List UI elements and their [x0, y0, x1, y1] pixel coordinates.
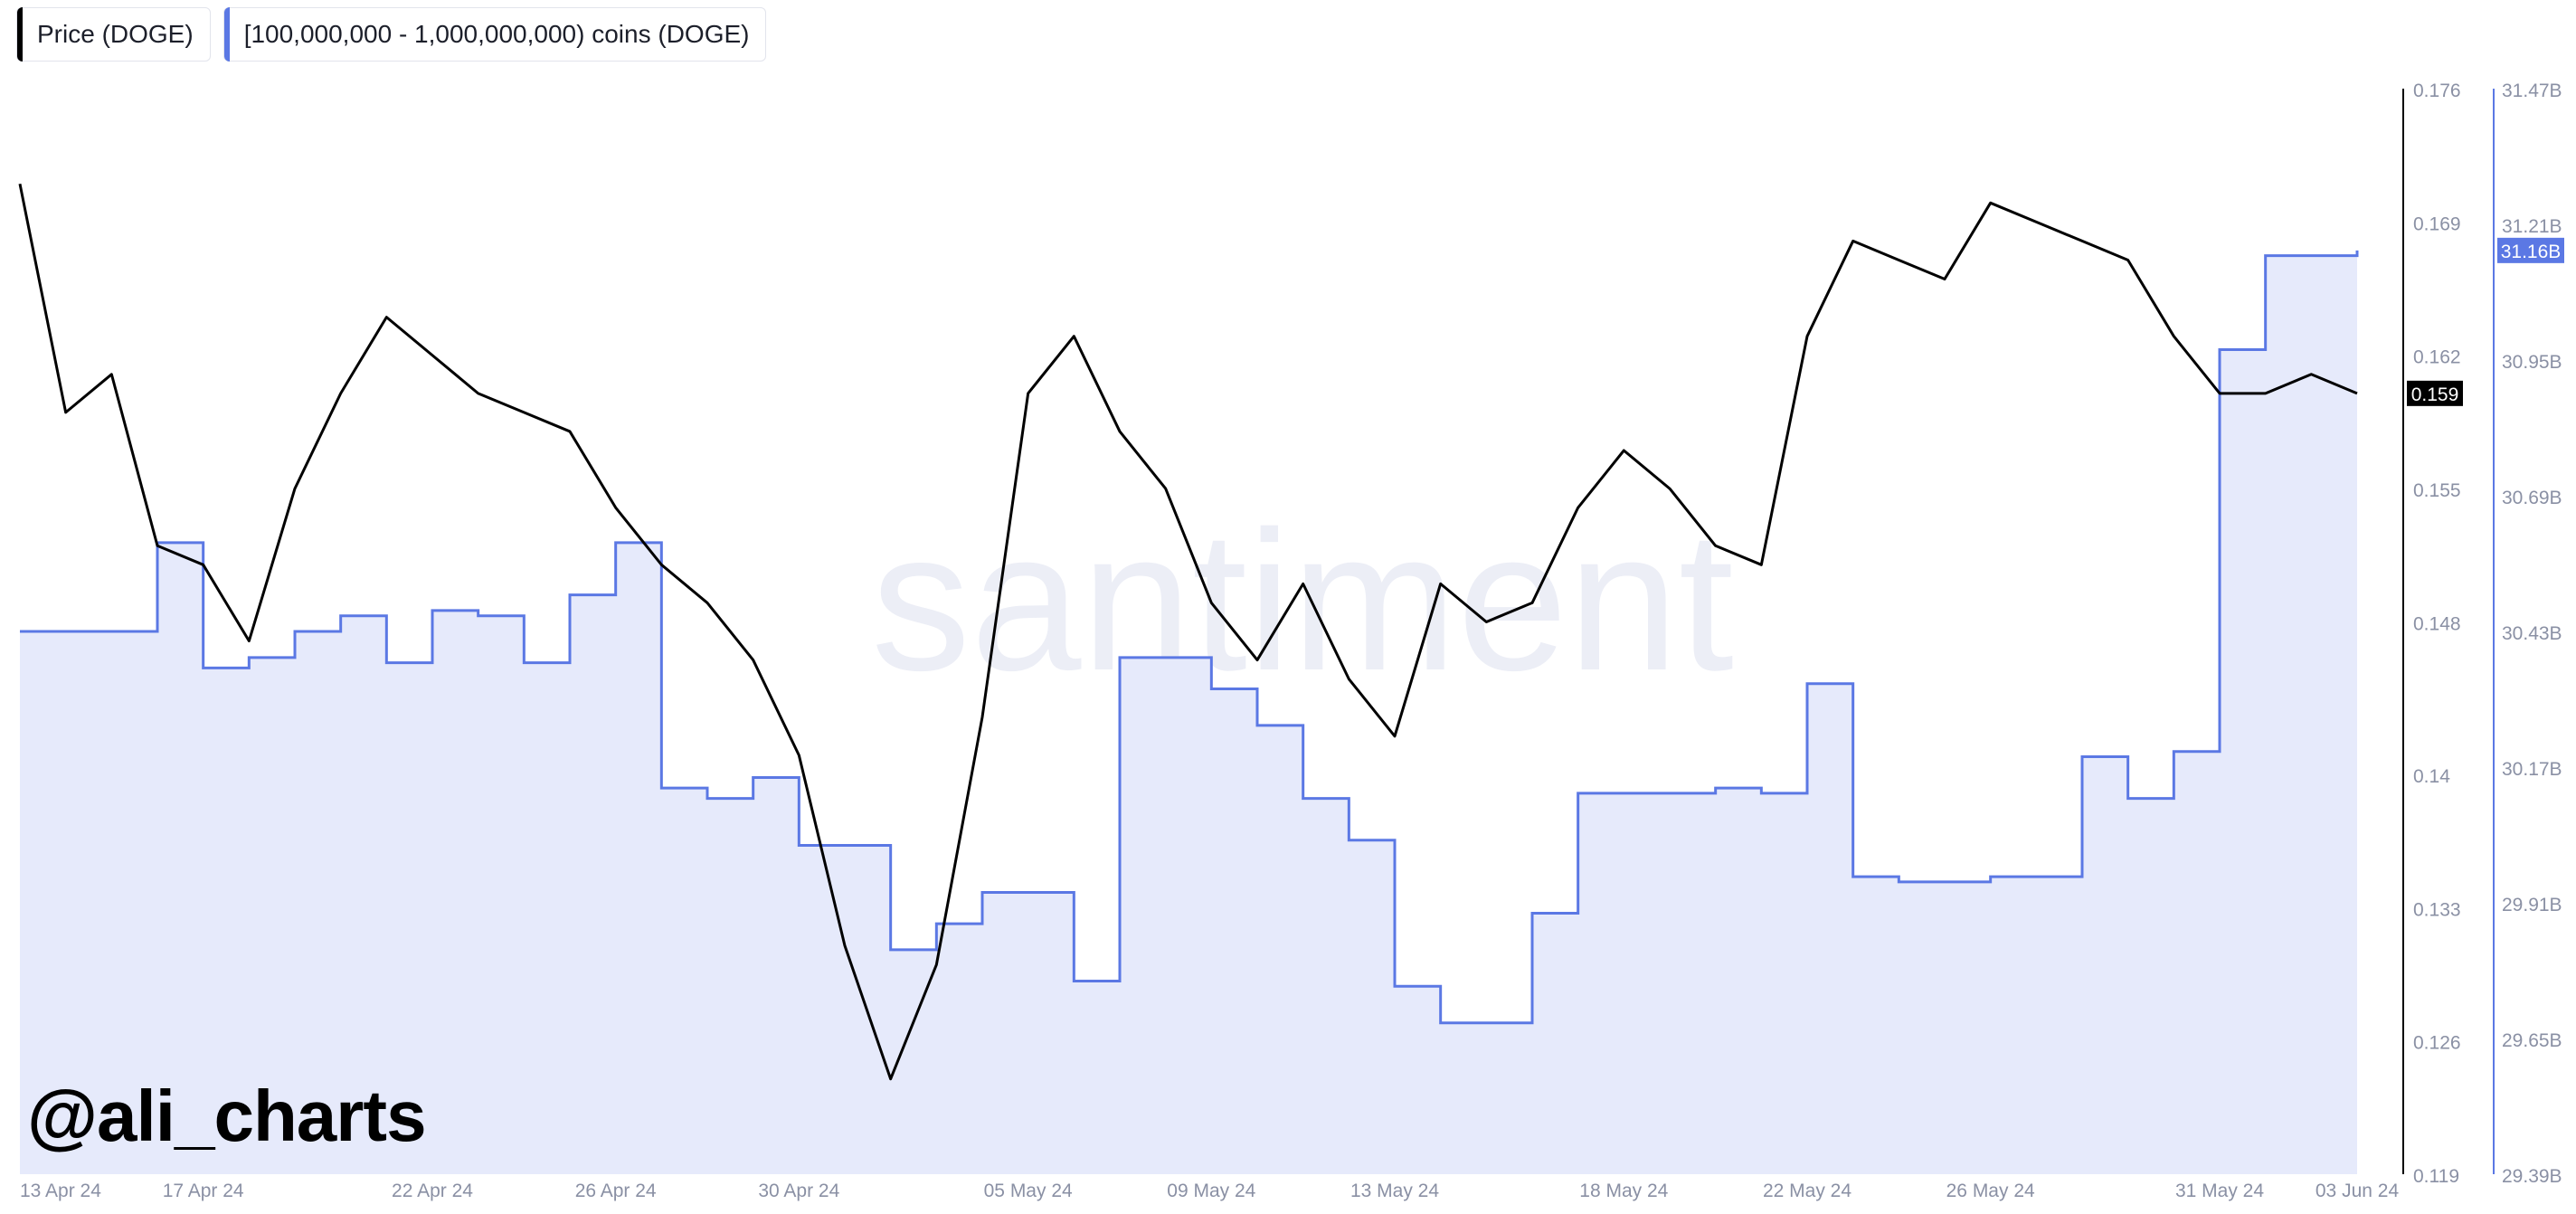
- price-tick-label: 0.119: [2413, 1166, 2459, 1187]
- price-tick-label: 0.169: [2413, 213, 2461, 234]
- holdings-tick-label: 31.47B: [2502, 81, 2562, 101]
- author-handle: @ali_charts: [27, 1076, 427, 1156]
- holdings-tick-label: 30.95B: [2502, 352, 2562, 373]
- holdings-tick-label: 30.69B: [2502, 488, 2562, 508]
- x-axis-ticks: 13 Apr 24 17 Apr 24 22 Apr 24 26 Apr 24 30 A…: [20, 1181, 2399, 1201]
- holdings-tick-label: 29.39B: [2502, 1166, 2562, 1187]
- price-tick-label: 0.126: [2413, 1033, 2461, 1054]
- price-tick-label: 0.155: [2413, 480, 2461, 501]
- x-tick-label: 26 Apr 24: [575, 1181, 657, 1201]
- holdings-tick-label: 30.17B: [2502, 759, 2562, 780]
- legend-swatch-holdings: [223, 7, 230, 62]
- price-series: [18, 183, 2358, 1081]
- holdings-tick-label: 31.21B: [2502, 216, 2562, 237]
- legend-item-price[interactable]: Price (DOGE): [16, 7, 211, 62]
- x-tick-label: 03 Jun 24: [2316, 1181, 2400, 1201]
- x-tick-label: 30 Apr 24: [758, 1181, 839, 1201]
- price-tick-label: 0.176: [2413, 81, 2461, 101]
- holdings-area: [20, 250, 2357, 1174]
- x-tick-label: 13 May 24: [1350, 1181, 1439, 1201]
- holdings-tick-label: 29.65B: [2502, 1030, 2562, 1051]
- price-axis-ticks: 0.176 0.169 0.162 0.155 0.148 0.14 0.133 0.126 0…: [2413, 81, 2461, 1187]
- price-last-value-label: 0.159: [2411, 384, 2459, 405]
- legend: Price (DOGE) [100,000,000 - 1,000,000,00…: [16, 7, 767, 62]
- x-tick-label: 13 Apr 24: [20, 1181, 101, 1201]
- holdings-last-value-label: 31.16B: [2501, 242, 2562, 262]
- legend-item-holdings[interactable]: [100,000,000 - 1,000,000,000) coins (DOG…: [223, 7, 767, 62]
- x-tick-label: 26 May 24: [1946, 1181, 2035, 1201]
- holdings-line: [20, 250, 2359, 1025]
- x-tick-label: 17 Apr 24: [163, 1181, 244, 1201]
- last-value-markers: 0.159 31.16B: [2407, 237, 2564, 406]
- price-tick-label: 0.148: [2413, 613, 2461, 634]
- x-tick-label: 22 May 24: [1763, 1181, 1852, 1201]
- price-line: [18, 183, 2358, 1081]
- legend-swatch-price: [17, 7, 23, 62]
- holdings-tick-label: 30.43B: [2502, 623, 2562, 644]
- price-last-value-box: [2407, 380, 2463, 406]
- x-tick-label: 22 Apr 24: [392, 1181, 473, 1201]
- legend-label-price: Price (DOGE): [37, 20, 194, 48]
- price-tick-label: 0.133: [2413, 899, 2461, 920]
- price-tick-label: 0.162: [2413, 347, 2461, 368]
- x-tick-label: 18 May 24: [1579, 1181, 1668, 1201]
- x-tick-label: 31 May 24: [2175, 1181, 2264, 1201]
- santiment-watermark: santiment: [871, 489, 1734, 712]
- holdings-tick-label: 29.91B: [2502, 895, 2562, 915]
- legend-label-holdings: [100,000,000 - 1,000,000,000) coins (DOG…: [243, 20, 750, 48]
- price-tick-label: 0.14: [2413, 766, 2450, 787]
- holdings-last-value-box: [2497, 237, 2564, 263]
- holdings-series: [19, 250, 2359, 1174]
- holdings-axis-ticks: 31.47B 31.21B 30.95B 30.69B 30.43B 30.17B 29.9…: [2502, 81, 2562, 1187]
- x-tick-label: 05 May 24: [984, 1181, 1073, 1201]
- x-tick-label: 09 May 24: [1167, 1181, 1255, 1201]
